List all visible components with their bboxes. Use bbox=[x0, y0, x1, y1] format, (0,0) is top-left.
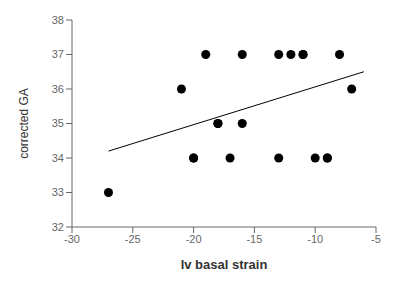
svg-text:lv basal strain: lv basal strain bbox=[181, 257, 268, 272]
svg-text:-25: -25 bbox=[125, 233, 141, 245]
svg-text:-15: -15 bbox=[246, 233, 262, 245]
svg-text:35: 35 bbox=[52, 117, 64, 129]
svg-text:34: 34 bbox=[52, 152, 64, 164]
svg-text:38: 38 bbox=[52, 14, 64, 26]
svg-text:corrected GA: corrected GA bbox=[17, 88, 31, 159]
svg-text:-10: -10 bbox=[307, 233, 323, 245]
svg-text:-30: -30 bbox=[64, 233, 80, 245]
svg-text:33: 33 bbox=[52, 186, 64, 198]
svg-text:-20: -20 bbox=[186, 233, 202, 245]
svg-text:32: 32 bbox=[52, 221, 64, 233]
svg-text:-5: -5 bbox=[371, 233, 381, 245]
svg-text:37: 37 bbox=[52, 48, 64, 60]
svg-text:36: 36 bbox=[52, 83, 64, 95]
